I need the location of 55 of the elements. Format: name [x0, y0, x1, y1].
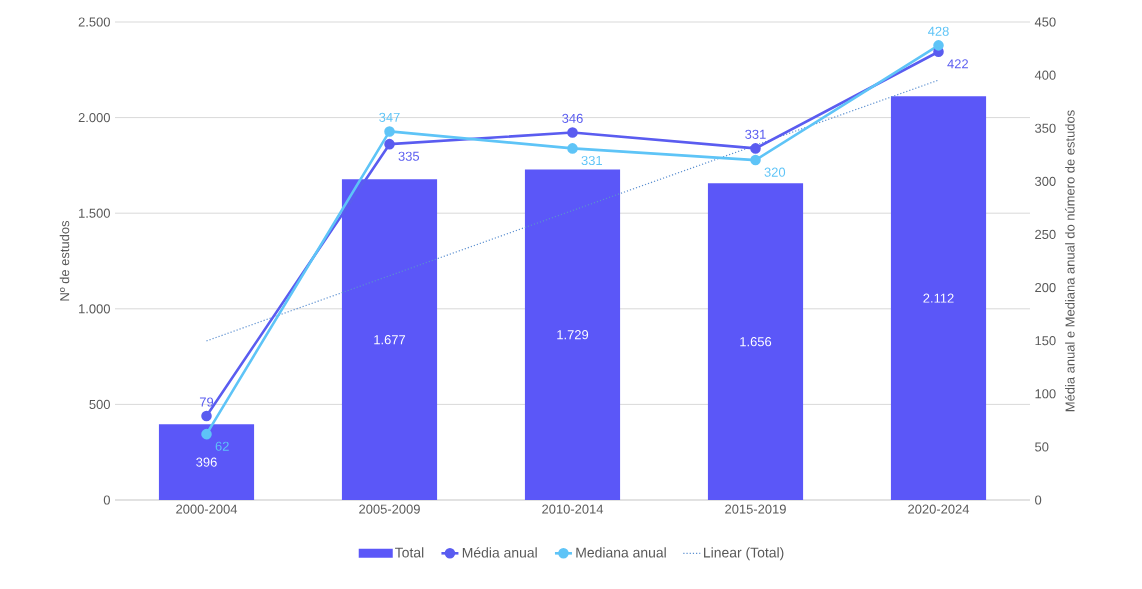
- data-label: 320: [764, 167, 786, 177]
- y2-tick-label: 400: [1034, 70, 1056, 80]
- y2-tick-label: 200: [1035, 282, 1056, 293]
- y2-tick-label: 100: [1035, 389, 1056, 399]
- bar: [707, 183, 804, 500]
- point: [201, 428, 212, 440]
- x-tick-label: 2010-2014: [542, 504, 604, 514]
- bar: [890, 96, 987, 500]
- data-label: 79: [199, 397, 214, 407]
- bar: [158, 424, 255, 500]
- point: [201, 410, 212, 422]
- bar: [524, 169, 621, 500]
- y2-tick-label: 150: [1035, 336, 1056, 346]
- data-label: 1.656: [740, 337, 772, 347]
- legend-label: Mediana anual: [576, 547, 666, 558]
- y2-tick-label: 250: [1035, 229, 1056, 240]
- y-tick-label: 500: [89, 399, 110, 409]
- point: [567, 143, 578, 154]
- x-tick-label: 2005-2009: [359, 504, 420, 514]
- point: [933, 40, 944, 51]
- y2-tick-label: 300: [1035, 176, 1056, 186]
- data-label: 331: [581, 155, 602, 166]
- data-label: 331: [745, 129, 766, 139]
- data-label: 2.112: [923, 293, 954, 303]
- data-label: 1.677: [374, 335, 406, 345]
- y-axis-title: Nº de estudos: [59, 220, 70, 301]
- legend-label: Linear (Total): [704, 547, 784, 561]
- data-label: 1.729: [557, 330, 589, 340]
- data-label: 346: [562, 113, 583, 123]
- y-tick-label: 1.000: [79, 304, 110, 314]
- x-tick-label: 2020-2024: [908, 504, 970, 514]
- y-tick-label: 0: [103, 495, 110, 505]
- data-label: 347: [379, 112, 400, 122]
- y-tick-label: 1.500: [79, 208, 110, 218]
- data-label: 422: [947, 59, 968, 69]
- x-tick-label: 2000-2004: [176, 504, 238, 514]
- x-tick-label: 2015-2019: [725, 504, 786, 514]
- y2-axis-title: Média anual e Mediana anual do número de estudos: [1064, 110, 1075, 412]
- data-label: 396: [196, 457, 217, 467]
- point: [384, 138, 395, 150]
- data-label: 428: [928, 26, 949, 36]
- point: [750, 143, 761, 154]
- y2-tick-label: 50: [1035, 442, 1049, 452]
- y2-tick-label: 450: [1034, 17, 1056, 27]
- legend-label: Total: [395, 547, 424, 558]
- data-label: 62: [215, 441, 229, 451]
- point: [567, 127, 578, 138]
- legend-label: Média anual: [462, 547, 537, 558]
- point: [384, 126, 395, 137]
- point: [750, 154, 761, 166]
- y2-tick-label: 0: [1035, 495, 1042, 505]
- y-tick-label: 2.000: [78, 113, 110, 123]
- y-tick-label: 2.500: [78, 17, 110, 27]
- y2-tick-label: 350: [1035, 123, 1056, 133]
- data-label: 335: [398, 151, 420, 161]
